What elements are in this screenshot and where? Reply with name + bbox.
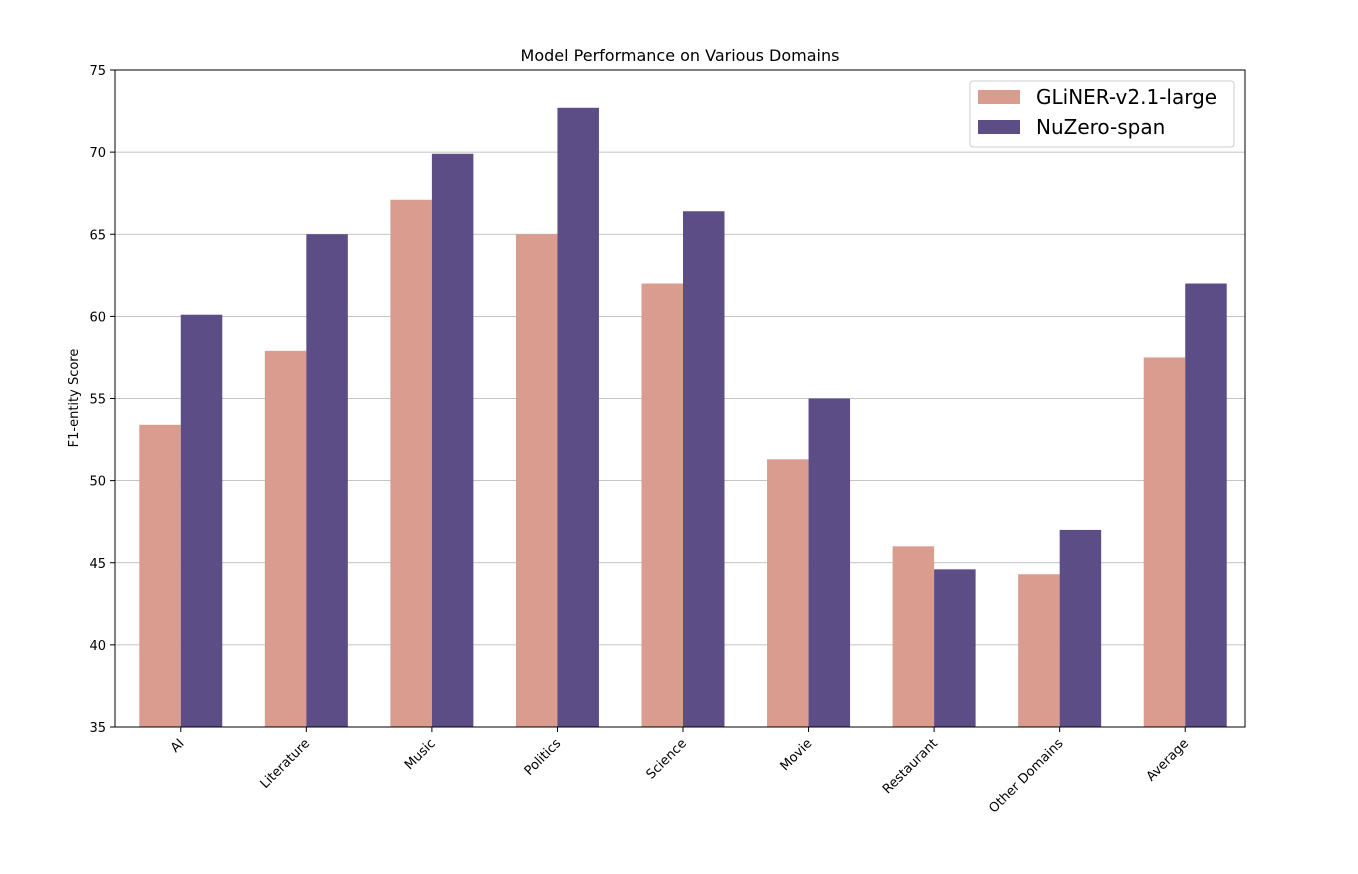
y-tick-label: 65 xyxy=(89,228,106,243)
bar-nuzero xyxy=(557,107,599,728)
x-tick-label: Movie xyxy=(778,736,816,774)
bar-nuzero xyxy=(180,314,223,727)
bar-gliner xyxy=(1143,357,1186,727)
bar-nuzero xyxy=(306,234,348,727)
legend-box xyxy=(969,80,1235,148)
x-tick-label: Literature xyxy=(258,736,314,792)
x-tick-label: Music xyxy=(402,736,439,773)
y-tick-label: 75 xyxy=(89,64,106,79)
x-tick-label: Restaurant xyxy=(880,736,941,797)
y-tick-label: 50 xyxy=(89,475,106,490)
x-tick-label: Other Domains xyxy=(986,736,1066,816)
bar-nuzero xyxy=(934,569,976,727)
x-tick-label: AI xyxy=(168,736,188,756)
bar-nuzero xyxy=(1185,283,1227,727)
legend: GLiNER-v2.1-large NuZero-span xyxy=(969,80,1235,148)
y-tick-label: 45 xyxy=(89,557,106,572)
bar-nuzero xyxy=(1059,529,1102,727)
legend-swatch xyxy=(978,90,1020,104)
y-tick-label: 55 xyxy=(89,393,106,408)
x-tick-label: Average xyxy=(1144,736,1192,784)
bar-gliner xyxy=(1018,574,1060,727)
bar-nuzero xyxy=(808,398,851,727)
y-tick-label: 40 xyxy=(89,639,106,654)
y-tick-label: 70 xyxy=(89,146,106,161)
bar-gliner xyxy=(767,459,809,727)
x-tick-label: Science xyxy=(644,736,690,782)
x-tick-label: Politics xyxy=(522,736,565,779)
legend-swatch xyxy=(978,120,1020,134)
legend-label: GLiNER-v2.1-large xyxy=(1036,85,1217,109)
x-axis: AI Literature Music Politics Science Movie Res… xyxy=(168,727,1192,816)
y-axis: 35 40 45 50 55 60 65 70 75 xyxy=(89,64,115,736)
y-tick-label: 35 xyxy=(89,721,106,736)
y-axis-label: F1-entity Score xyxy=(67,349,82,448)
chart-title: Model Performance on Various Domains xyxy=(521,46,840,65)
bar-gliner xyxy=(515,234,558,727)
bars xyxy=(139,107,1227,728)
bar-gliner xyxy=(641,283,683,727)
y-tick-label: 60 xyxy=(89,310,106,325)
bar-nuzero xyxy=(431,153,474,727)
bar-gliner xyxy=(264,350,307,727)
bar-gliner xyxy=(892,546,935,727)
bar-nuzero xyxy=(683,211,725,727)
legend-label: NuZero-span xyxy=(1036,115,1165,139)
bar-gliner xyxy=(139,424,181,727)
bar-gliner xyxy=(390,199,432,727)
